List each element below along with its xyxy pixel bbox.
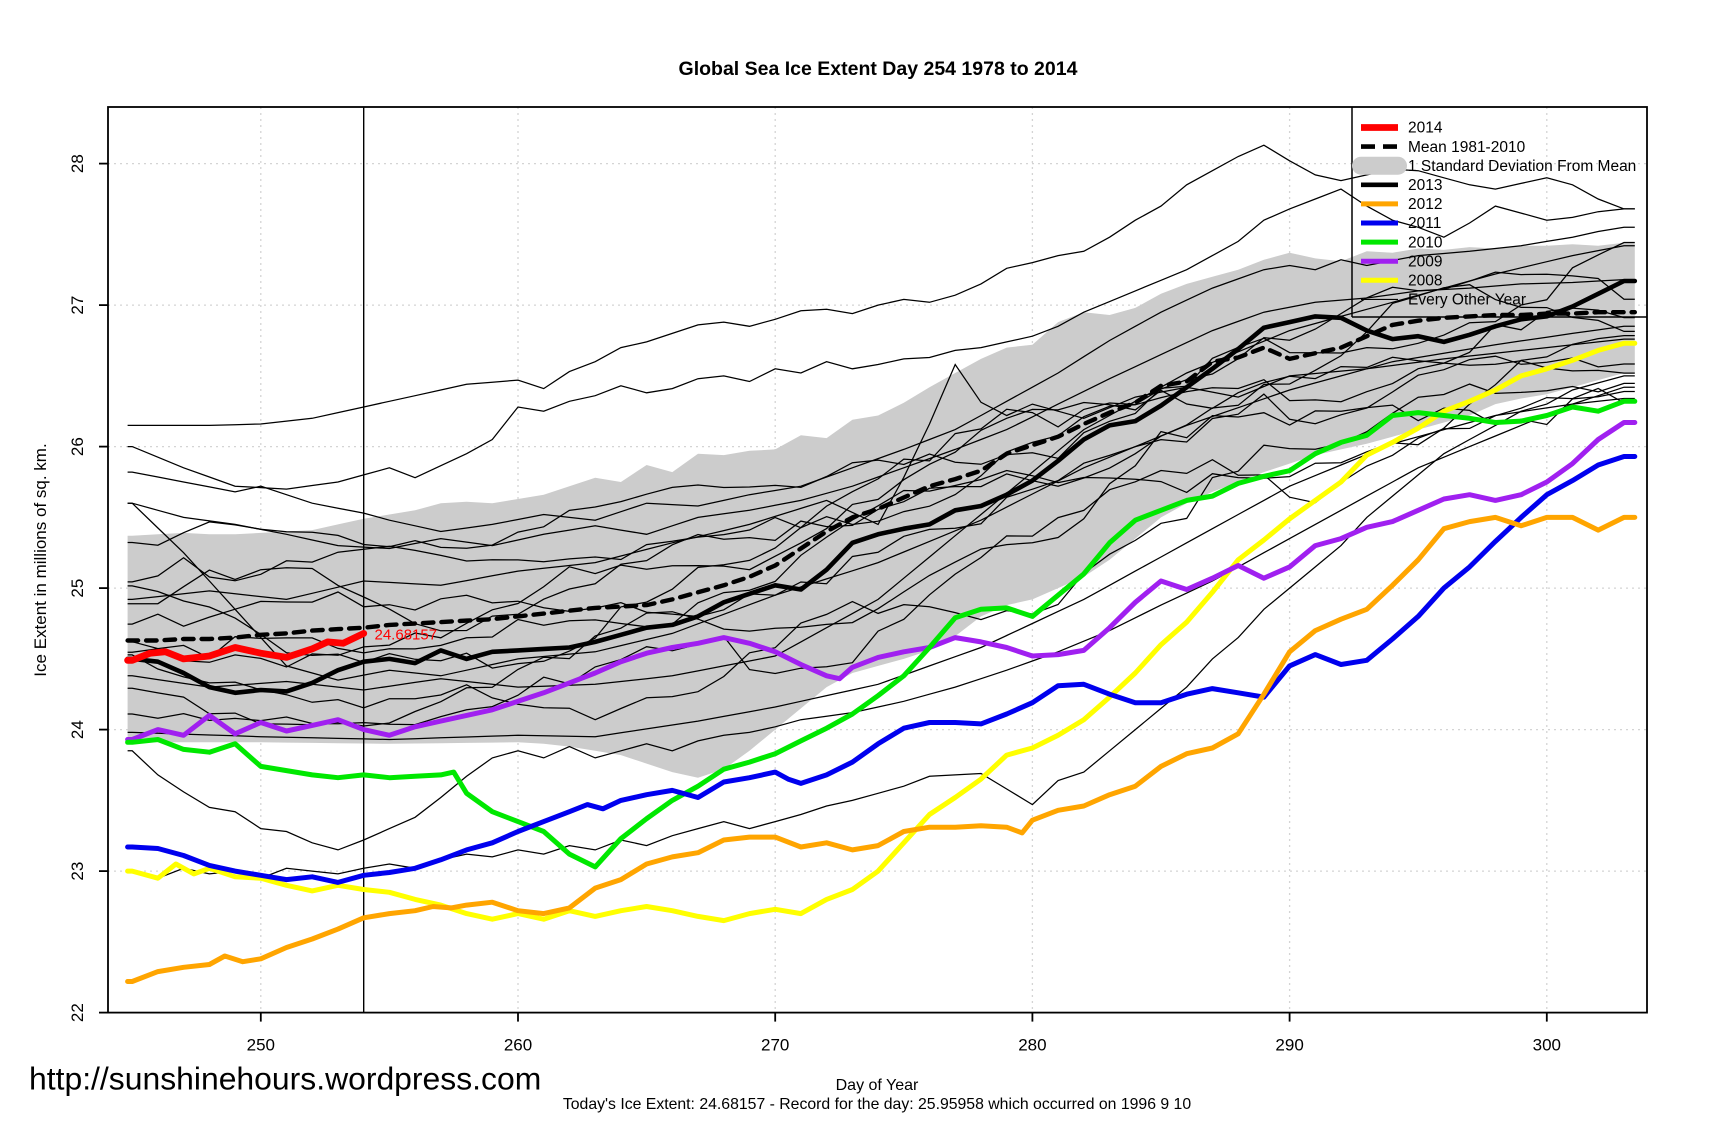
svg-text:27: 27 [68, 296, 87, 315]
svg-text:Every Other Year: Every Other Year [1408, 292, 1526, 309]
svg-text:300: 300 [1533, 1036, 1561, 1055]
svg-text:2012: 2012 [1408, 196, 1442, 213]
svg-text:26: 26 [68, 437, 87, 456]
svg-text:270: 270 [761, 1036, 789, 1055]
svg-text:1 Standard Deviation From Mean: 1 Standard Deviation From Mean [1408, 158, 1636, 175]
svg-text:25: 25 [68, 579, 87, 598]
svg-text:Today's Ice Extent: 24.68157: Today's Ice Extent: 24.68157 - Record fo… [563, 1096, 1191, 1113]
svg-text:22: 22 [68, 1003, 87, 1022]
svg-text:260: 260 [504, 1036, 532, 1055]
svg-text:24.68157: 24.68157 [375, 627, 438, 644]
svg-text:280: 280 [1018, 1036, 1046, 1055]
svg-text:2008: 2008 [1408, 273, 1442, 290]
svg-text:24: 24 [68, 720, 87, 739]
svg-text:Day of Year: Day of Year [836, 1077, 919, 1094]
svg-text:290: 290 [1275, 1036, 1303, 1055]
svg-text:250: 250 [247, 1036, 275, 1055]
svg-text:2014: 2014 [1408, 120, 1443, 137]
svg-text:http://sunshinehours.wordpress: http://sunshinehours.wordpress.com [29, 1061, 541, 1097]
svg-text:2013: 2013 [1408, 177, 1442, 194]
svg-text:Ice Extent in millions of sq.: Ice Extent in millions of sq. km. [31, 443, 50, 676]
svg-text:28: 28 [68, 154, 87, 173]
svg-text:Global Sea Ice Extent Day 254: Global Sea Ice Extent Day 254 1978 to 20… [679, 58, 1078, 80]
svg-text:23: 23 [68, 862, 87, 881]
svg-text:2009: 2009 [1408, 253, 1442, 270]
svg-text:2010: 2010 [1408, 234, 1443, 251]
svg-text:2011: 2011 [1408, 215, 1441, 232]
svg-text:Mean 1981-2010: Mean 1981-2010 [1408, 139, 1526, 156]
